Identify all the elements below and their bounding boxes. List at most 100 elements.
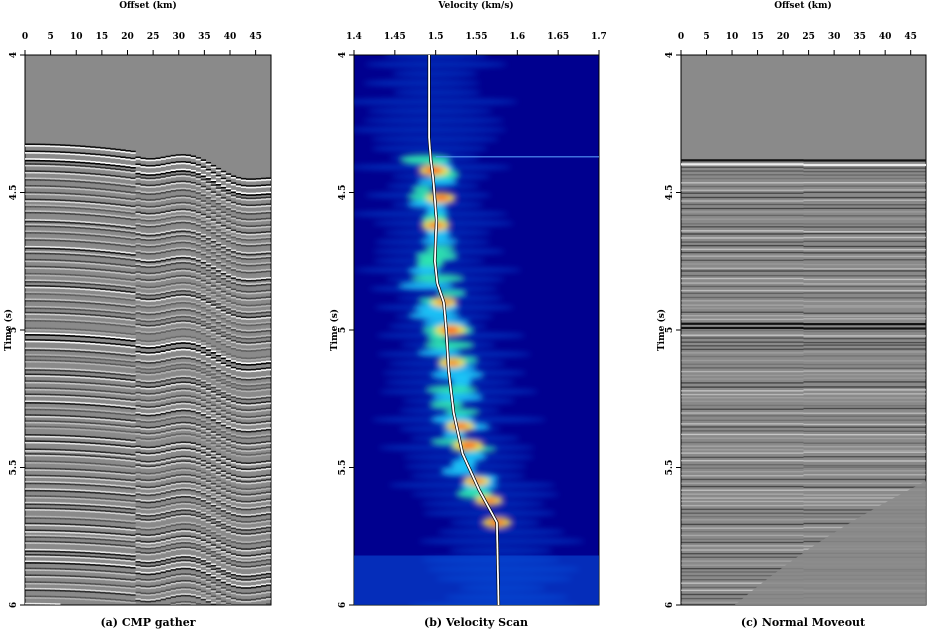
gather-sample (55, 329, 61, 332)
gather-sample (100, 173, 106, 176)
gather-sample (60, 292, 66, 294)
gather-sample (135, 564, 141, 567)
gather-sample (25, 587, 31, 590)
gather-sample (150, 332, 156, 335)
gather-sample (90, 250, 96, 252)
gather-sample (150, 486, 156, 488)
gather-sample (145, 454, 151, 457)
gather-sample (130, 281, 136, 283)
gather-sample (150, 553, 156, 556)
gather-sample (45, 206, 51, 208)
gather-sample (135, 431, 141, 434)
gather-sample (125, 508, 131, 510)
gather-sample (45, 507, 51, 510)
gather-sample (85, 152, 91, 155)
gather-sample (100, 590, 106, 592)
gather-sample (110, 223, 116, 226)
gather-sample (110, 526, 116, 528)
gather-sample (190, 176, 196, 179)
gather-sample (105, 425, 111, 427)
gather-sample (140, 578, 146, 581)
gather-sample (65, 292, 71, 295)
gather-sample (65, 350, 71, 352)
gather-sample (30, 488, 36, 490)
gather-sample (115, 359, 121, 362)
gather-sample (180, 300, 186, 302)
gather-sample (60, 428, 66, 430)
gather-sample (85, 491, 91, 494)
gather-sample (75, 268, 81, 271)
gather-sample (75, 274, 81, 277)
gather-sample (85, 179, 91, 182)
gather-sample (70, 164, 76, 167)
gather-sample (150, 352, 156, 354)
gather-sample (95, 451, 101, 453)
gather-sample (195, 292, 202, 295)
gather-sample (120, 176, 126, 178)
gather-sample (120, 183, 126, 185)
gather-sample (185, 362, 191, 364)
gather-sample (145, 368, 151, 371)
gather-sample (75, 403, 81, 406)
gather-sample (55, 187, 61, 189)
gather-sample (100, 556, 106, 559)
gather-sample (95, 564, 101, 566)
gather-sample (55, 275, 61, 277)
gather-sample (105, 445, 111, 447)
gather-sample (90, 444, 96, 446)
gather-sample (40, 274, 46, 277)
gather-sample (25, 355, 31, 358)
gather-sample (150, 353, 156, 356)
gather-sample (120, 506, 126, 508)
gather-sample (140, 272, 146, 274)
gather-sample (75, 308, 81, 311)
gather-sample (30, 587, 36, 590)
gather-sample (115, 216, 121, 219)
gather-sample (90, 363, 96, 365)
gather-sample (185, 494, 191, 497)
gather-sample (35, 237, 41, 240)
gather-sample (55, 356, 61, 358)
gather-sample (150, 426, 156, 429)
gather-sample (120, 251, 126, 253)
gather-sample (35, 274, 41, 277)
gather-sample (85, 201, 91, 203)
gather-sample (160, 470, 166, 473)
gather-sample (115, 358, 121, 360)
gather-sample (175, 180, 181, 183)
gather-sample (200, 525, 207, 528)
gather-sample (130, 150, 136, 153)
gather-sample (90, 154, 96, 157)
gather-sample (140, 421, 146, 423)
gather-sample (115, 599, 121, 601)
gather-sample (200, 279, 207, 282)
gather-sample (160, 172, 166, 175)
gather-sample (90, 490, 96, 492)
gather-sample (135, 420, 141, 422)
gather-sample (75, 328, 81, 331)
gather-sample (25, 574, 31, 576)
gather-sample (50, 460, 56, 463)
gather-sample (40, 223, 46, 226)
gather-sample (180, 574, 186, 577)
gather-sample (65, 470, 71, 472)
gather-sample (170, 428, 176, 431)
gather-sample (135, 323, 141, 326)
gather-sample (115, 289, 121, 292)
gather-sample (150, 311, 156, 314)
gather-sample (40, 562, 46, 564)
gather-sample (185, 154, 191, 157)
gather-sample (170, 222, 176, 225)
gather-sample (195, 173, 202, 175)
gather-sample (50, 193, 56, 196)
gather-sample (110, 385, 116, 388)
gather-sample (70, 231, 76, 234)
gather-sample (145, 298, 151, 301)
gather-sample (40, 462, 46, 464)
gather-sample (175, 255, 181, 258)
gather-sample (115, 579, 121, 582)
gather-sample (185, 276, 191, 279)
gather-sample (25, 450, 31, 452)
gather-sample (115, 534, 121, 537)
gather-sample (160, 242, 166, 245)
